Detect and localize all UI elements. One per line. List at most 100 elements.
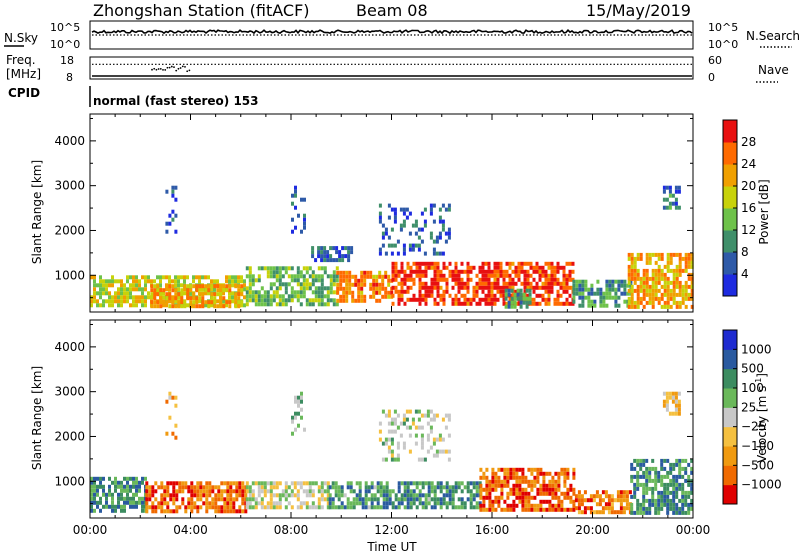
scatter-cell (223, 501, 227, 506)
scatter-cell (381, 278, 385, 283)
scatter-cell (396, 457, 400, 462)
scatter-cell (487, 281, 491, 286)
scatter-cell (657, 252, 661, 257)
scatter-cell (544, 301, 548, 306)
scatter-cell (611, 279, 615, 284)
scatter-cell (378, 251, 382, 256)
scatter-cell (491, 475, 495, 480)
scatter-cell (406, 501, 410, 506)
scatter-cell (263, 481, 267, 486)
scatter-cell (302, 294, 306, 299)
x-tick-label: 20:00 (575, 523, 610, 537)
scatter-cell (174, 423, 178, 428)
scatter-cell (393, 243, 397, 248)
scatter-cell (556, 261, 560, 266)
scatter-cell (320, 254, 324, 259)
scatter-cell (189, 300, 193, 305)
scatter-cell (381, 231, 385, 236)
scatter-cell (660, 252, 664, 257)
scatter-cell (625, 498, 629, 503)
scatter-cell (569, 487, 573, 492)
scatter-cell (563, 483, 567, 488)
scatter-cell (358, 481, 362, 486)
scatter-cell (630, 296, 634, 301)
scatter-cell (677, 403, 681, 408)
scatter-cell (508, 273, 512, 278)
scatter-cell (141, 508, 144, 513)
scatter-cell (168, 415, 172, 420)
scatter-cell (666, 284, 670, 289)
scatter-cell (586, 506, 590, 511)
scatter-cell (151, 505, 155, 510)
scatter-cell (311, 298, 315, 303)
scatter-cell (269, 294, 273, 299)
scatter-cell (308, 286, 312, 291)
scatter-cell (622, 494, 626, 499)
scatter-cell (177, 287, 180, 292)
scatter-cell (515, 495, 519, 500)
scatter-cell (317, 489, 321, 494)
scatter-cell (402, 247, 406, 252)
scatter-cell (219, 296, 223, 301)
scatter-cell (636, 482, 640, 487)
scatter-cell (639, 506, 643, 511)
scatter-cell (627, 272, 631, 277)
scatter-cell (240, 300, 244, 305)
scatter-cell (339, 278, 343, 283)
scatter-cell (351, 274, 355, 279)
scatter-cell (678, 470, 682, 475)
scatter-cell (674, 185, 678, 190)
scatter-cell (439, 489, 443, 494)
scatter-cell (251, 298, 255, 303)
scatter-cell (336, 270, 340, 275)
scatter-cell (604, 502, 608, 507)
scatter-cell (532, 301, 536, 306)
scatter-cell (663, 292, 667, 297)
scatter-cell (296, 274, 300, 279)
scatter-cell (690, 502, 694, 507)
scatter-cell (672, 288, 676, 293)
scatter-cell (415, 273, 419, 278)
scatter-cell (651, 268, 655, 273)
scatter-cell (660, 494, 664, 499)
scatter-cell (681, 296, 685, 301)
scatter-cell (577, 490, 581, 495)
scatter-cell (166, 481, 170, 486)
freq-unit-label: [MHz] (6, 67, 41, 81)
scatter-cell (305, 298, 309, 303)
scatter-cell (627, 252, 631, 257)
scatter-cell (684, 284, 688, 289)
scatter-cell (654, 474, 658, 479)
scatter-cell (572, 287, 576, 292)
scatter-cell (181, 501, 185, 506)
scatter-cell (394, 277, 398, 282)
scatter-cell (406, 489, 410, 494)
scatter-cell (430, 497, 434, 502)
scatter-cell (381, 457, 385, 462)
scatter-cell (460, 481, 464, 486)
scatter-cell (630, 256, 634, 261)
scatter-cell (524, 491, 528, 496)
scatter-cell (363, 282, 367, 287)
scatter-cell (412, 489, 416, 494)
scatter-cell (326, 298, 330, 303)
scatter-cell (681, 494, 685, 499)
scatter-cell (291, 431, 294, 436)
scatter-cell (533, 479, 537, 484)
scatter-cell (636, 304, 640, 309)
scatter-cell (400, 261, 404, 266)
scatter-cell (436, 289, 440, 294)
scatter-cell (138, 299, 141, 304)
scatter-cell (222, 291, 225, 296)
scatter-cell (675, 458, 679, 463)
scatter-cell (168, 395, 172, 400)
scatter-cell (120, 496, 123, 501)
scatter-cell (153, 288, 157, 293)
scatter-cell (162, 295, 165, 300)
scatter-cell (234, 284, 238, 289)
scatter-cell (198, 287, 201, 292)
scatter-cell (678, 510, 682, 515)
scatter-cell (355, 481, 359, 486)
scatter-cell (175, 481, 179, 486)
scatter-cell (566, 467, 570, 472)
